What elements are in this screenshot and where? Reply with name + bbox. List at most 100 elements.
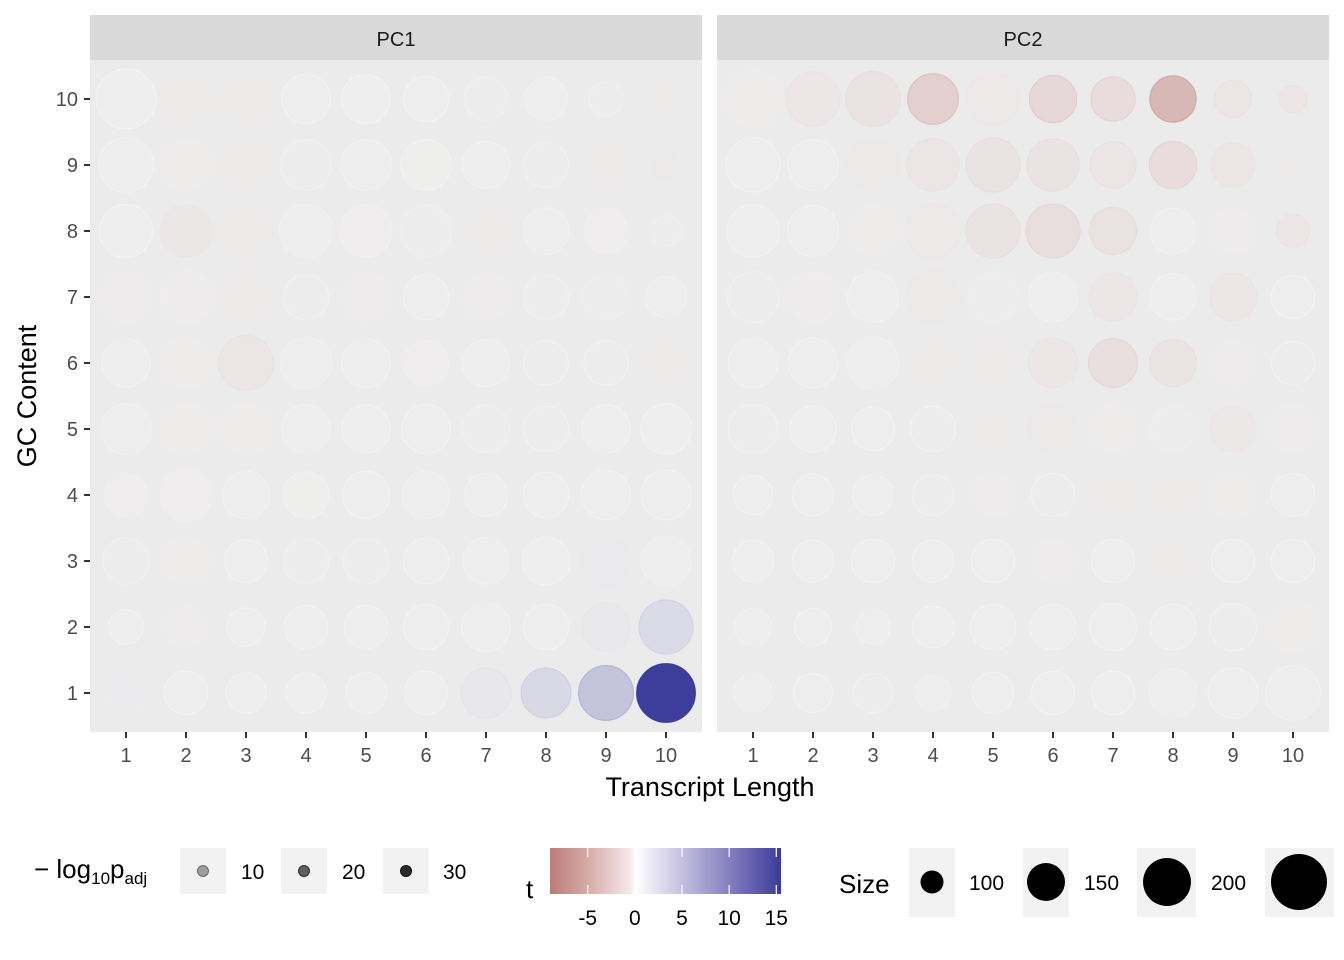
data-point — [218, 269, 274, 325]
data-point — [522, 207, 570, 255]
legend-size-dot-4 — [1271, 854, 1327, 910]
legend-t-ticks: -5 0 5 10 15 — [578, 848, 788, 930]
data-point — [522, 273, 570, 321]
data-point — [463, 472, 509, 518]
data-point — [1265, 599, 1321, 655]
legend-size-dot-3 — [1143, 858, 1191, 906]
data-point — [850, 538, 896, 584]
data-point — [638, 599, 694, 655]
data-point — [726, 204, 780, 258]
data-point — [339, 204, 393, 258]
data-point — [846, 271, 899, 324]
data-point — [904, 203, 961, 260]
data-point — [400, 139, 453, 192]
legend-size: Size 100 150 200 — [839, 848, 1334, 917]
data-point — [1264, 664, 1321, 721]
points-pc1 — [95, 68, 696, 723]
data-point — [97, 137, 154, 194]
data-point — [1148, 338, 1198, 388]
legend-t-title: t — [526, 874, 534, 904]
data-point — [1207, 667, 1259, 719]
data-point — [1030, 670, 1076, 716]
data-point — [1270, 472, 1316, 518]
data-point — [1089, 405, 1137, 453]
data-point — [159, 402, 213, 456]
data-point — [846, 204, 900, 258]
x-tick-label: 10 — [1282, 745, 1304, 767]
data-point — [104, 671, 148, 715]
data-point — [1281, 153, 1305, 177]
data-point — [1270, 274, 1316, 320]
legend-t-colorbar — [550, 848, 781, 894]
data-point — [845, 137, 901, 193]
data-point — [1025, 203, 1081, 259]
data-point — [226, 607, 266, 647]
x-tick-label: 5 — [360, 745, 371, 767]
legend-size-label-200: 200 — [1211, 872, 1246, 895]
data-point — [971, 671, 1015, 715]
data-point — [1210, 208, 1256, 254]
data-point — [523, 76, 569, 122]
data-point — [1208, 470, 1258, 520]
data-point — [855, 609, 891, 645]
x-tick-label: 1 — [120, 745, 131, 767]
data-point — [218, 137, 274, 193]
strip-label-pc2: PC2 — [1004, 29, 1043, 51]
y-tick-label: 2 — [67, 617, 78, 639]
legend-padj-title: − log10padj — [34, 854, 147, 888]
data-point — [911, 605, 955, 649]
data-point — [159, 336, 213, 390]
data-point — [723, 69, 783, 129]
data-point — [1088, 602, 1138, 652]
data-point — [649, 215, 682, 248]
data-point — [280, 403, 332, 455]
data-point — [965, 203, 1021, 259]
data-point — [727, 403, 779, 455]
data-point — [909, 405, 957, 453]
data-point — [970, 472, 1016, 518]
data-point — [966, 271, 1019, 324]
data-point — [727, 337, 779, 389]
data-point — [402, 75, 450, 123]
x-tick-label: 8 — [540, 745, 551, 767]
legend-t: t -5 0 5 10 15 — [526, 848, 788, 930]
data-point — [340, 337, 392, 389]
data-point — [1088, 272, 1138, 322]
data-point — [461, 404, 511, 454]
data-point — [582, 273, 630, 321]
data-point — [965, 137, 1021, 193]
data-point — [461, 140, 511, 190]
x-axis: 1 2 3 4 5 6 7 8 9 10 1 2 3 4 5 6 7 8 9 10 — [120, 732, 1304, 767]
data-point — [791, 539, 835, 583]
data-point — [787, 337, 839, 389]
x-tick-label: 4 — [300, 745, 311, 767]
data-point — [98, 203, 154, 259]
data-point — [732, 474, 774, 516]
data-point — [1089, 471, 1137, 519]
data-point — [522, 603, 570, 651]
data-point — [402, 273, 450, 321]
data-point — [583, 142, 629, 188]
data-point — [1210, 538, 1256, 584]
data-point — [1027, 271, 1079, 323]
data-point — [640, 469, 692, 521]
colorbar-tick-label: 0 — [629, 907, 641, 930]
data-point — [101, 338, 151, 388]
data-point — [1026, 138, 1080, 192]
data-point — [1090, 538, 1136, 584]
data-point — [280, 73, 332, 125]
data-point — [906, 72, 959, 125]
x-tick-label: 3 — [240, 745, 251, 767]
data-point — [218, 70, 275, 127]
x-tick-label: 7 — [1107, 745, 1118, 767]
data-point — [400, 403, 452, 455]
data-point — [852, 474, 894, 516]
data-point — [402, 603, 450, 651]
data-point — [340, 271, 392, 323]
data-point — [914, 674, 952, 712]
data-point — [462, 537, 510, 585]
data-point — [969, 603, 1017, 651]
data-point — [343, 604, 389, 650]
data-point — [577, 664, 634, 721]
data-point — [99, 270, 153, 324]
